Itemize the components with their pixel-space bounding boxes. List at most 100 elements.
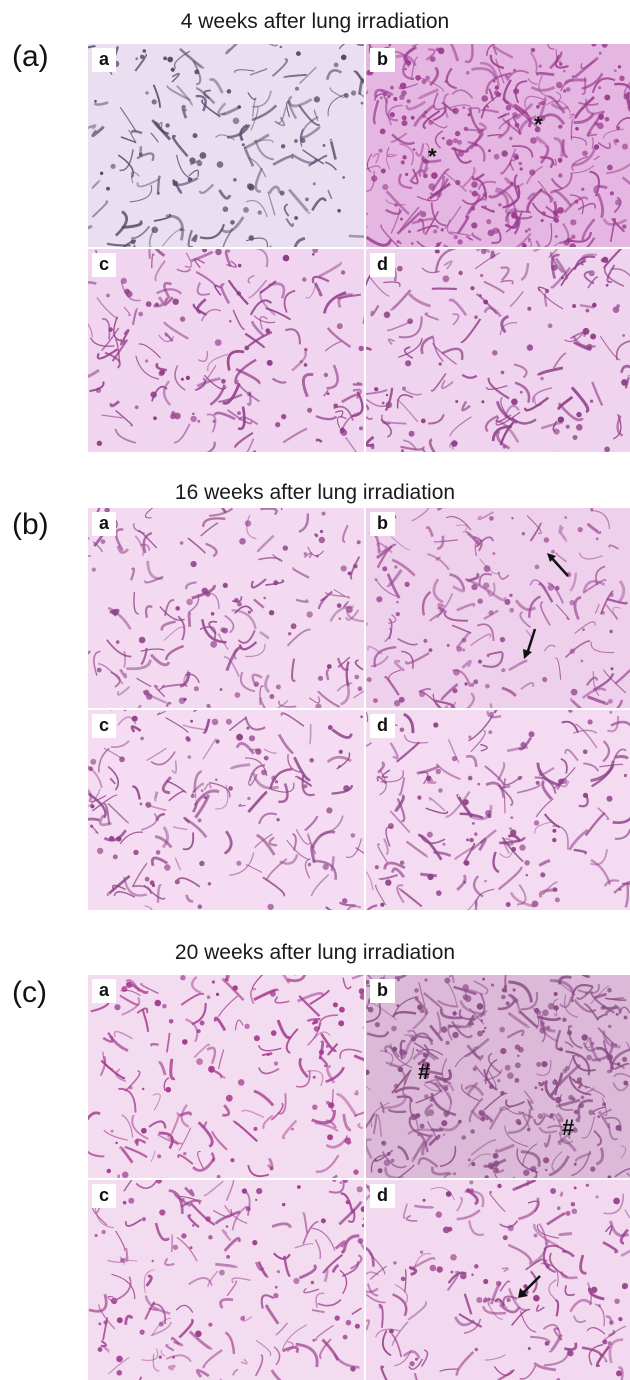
nucleus-dot <box>138 312 143 317</box>
nucleus-dot <box>133 850 138 855</box>
nucleus-dot <box>134 1139 139 1144</box>
nucleus-dot <box>425 76 430 81</box>
nucleus-dot <box>501 668 505 672</box>
nucleus-dot <box>380 129 386 135</box>
nucleus-dot <box>351 90 356 95</box>
nucleus-dot <box>510 816 513 819</box>
nucleus-dot <box>90 804 94 808</box>
nucleus-dot <box>549 1115 553 1119</box>
nucleus-dot <box>301 138 306 143</box>
nucleus-dot <box>139 637 146 644</box>
micrograph-b-c: c <box>88 710 364 910</box>
nucleus-dot <box>528 238 531 241</box>
nucleus-dot <box>489 1084 494 1089</box>
nucleus-dot <box>172 1356 175 1359</box>
septum-stroke <box>149 249 150 259</box>
arrow-marker <box>514 1272 544 1302</box>
nucleus-dot <box>283 545 288 550</box>
nucleus-dot <box>204 796 207 799</box>
nucleus-dot <box>173 181 179 187</box>
nucleus-dot <box>581 1096 585 1100</box>
nucleus-dot <box>236 861 241 866</box>
nucleus-dot <box>294 139 298 143</box>
nucleus-dot <box>624 1016 628 1020</box>
nucleus-dot <box>155 1000 162 1007</box>
nucleus-dot <box>515 1078 520 1083</box>
nucleus-dot <box>255 748 261 754</box>
nucleus-dot <box>400 728 405 733</box>
nucleus-dot <box>383 92 387 96</box>
nucleus-dot <box>223 206 229 212</box>
nucleus-dot <box>493 1153 499 1159</box>
nucleus-dot <box>120 339 123 342</box>
nucleus-dot <box>551 265 557 271</box>
nucleus-dot <box>509 594 512 597</box>
nucleus-dot <box>469 1180 473 1184</box>
nucleus-dot <box>384 1160 391 1167</box>
nucleus-dot <box>379 149 383 153</box>
nucleus-dot <box>468 1159 471 1162</box>
nucleus-dot <box>293 1278 299 1284</box>
nucleus-dot <box>183 698 186 701</box>
nucleus-dot <box>511 847 516 852</box>
nucleus-dot <box>342 898 348 904</box>
nucleus-dot <box>572 304 576 308</box>
nucleus-dot <box>586 1055 592 1061</box>
nucleus-dot <box>436 769 441 774</box>
nucleus-dot <box>445 80 448 83</box>
nucleus-dot <box>200 152 207 159</box>
panel-grid-a: a b * * c d <box>88 44 630 452</box>
nucleus-dot <box>191 561 197 567</box>
nucleus-dot <box>188 755 192 759</box>
nucleus-dot <box>326 807 332 813</box>
section-title-c: 20 weeks after lung irradiation <box>0 941 630 965</box>
nucleus-dot <box>326 1045 329 1048</box>
nucleus-dot <box>558 417 564 423</box>
nucleus-dot <box>158 370 164 376</box>
nucleus-dot <box>126 291 133 298</box>
nucleus-dot <box>385 879 391 885</box>
nucleus-dot <box>371 446 375 450</box>
nucleus-dot <box>121 986 127 992</box>
nucleus-dot <box>602 1102 606 1106</box>
nucleus-dot <box>610 593 614 597</box>
nucleus-dot <box>415 1358 418 1361</box>
nucleus-dot <box>504 985 507 988</box>
nucleus-dot <box>316 555 319 558</box>
nucleus-dot <box>387 95 390 98</box>
nucleus-dot <box>159 1322 164 1327</box>
nucleus-dot <box>334 63 339 68</box>
nucleus-dot <box>117 1317 123 1323</box>
nucleus-dot <box>226 1255 230 1259</box>
nucleus-dot <box>196 1058 203 1065</box>
nucleus-dot <box>574 1163 577 1166</box>
nucleus-dot <box>162 1004 167 1009</box>
nucleus-dot <box>559 160 562 163</box>
nucleus-dot <box>267 904 273 910</box>
nucleus-dot <box>98 1322 101 1325</box>
nucleus-dot <box>525 230 528 233</box>
nucleus-dot <box>443 1079 447 1083</box>
nucleus-dot <box>135 405 139 409</box>
nucleus-dot <box>179 228 182 231</box>
micrograph-c-b: b # # <box>366 975 630 1178</box>
nucleus-dot <box>485 810 491 816</box>
nucleus-dot <box>616 1370 622 1376</box>
nucleus-dot <box>527 307 531 311</box>
nucleus-dot <box>586 344 592 350</box>
nucleus-dot <box>559 1047 563 1051</box>
nucleus-dot <box>153 416 157 420</box>
nucleus-dot <box>545 1169 548 1172</box>
nucleus-dot <box>472 822 475 825</box>
nucleus-dot <box>493 1167 499 1173</box>
nucleus-dot <box>485 1078 488 1081</box>
nucleus-dot <box>122 1172 129 1179</box>
nucleus-dot <box>569 1025 572 1028</box>
nucleus-dot <box>545 289 549 293</box>
nucleus-dot <box>572 75 575 78</box>
nucleus-dot <box>312 1105 317 1110</box>
nucleus-dot <box>171 68 175 72</box>
nucleus-dot <box>481 1019 483 1021</box>
nucleus-dot <box>111 164 116 169</box>
nucleus-dot <box>585 1086 588 1089</box>
